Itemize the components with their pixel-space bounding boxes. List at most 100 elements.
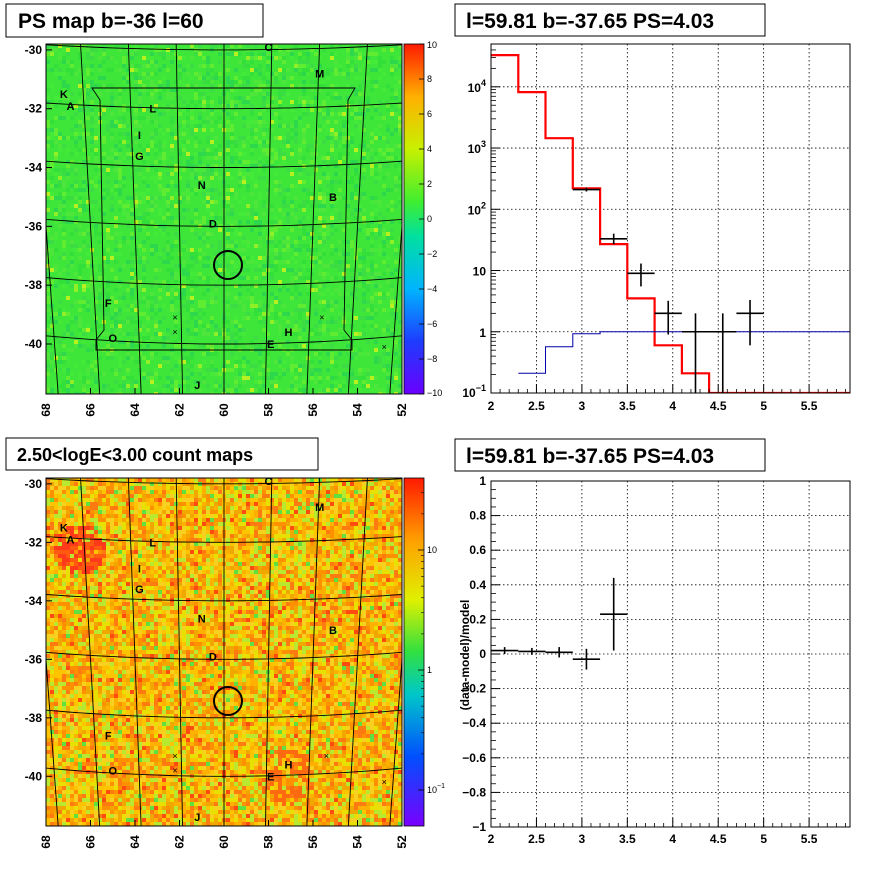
map-pixel xyxy=(226,168,230,172)
map-pixel xyxy=(98,478,102,482)
map-pixel xyxy=(206,264,210,268)
map-pixel xyxy=(382,502,386,506)
map-pixel xyxy=(78,48,82,52)
map-pixel xyxy=(182,490,186,494)
map-pixel xyxy=(46,148,50,152)
map-pixel xyxy=(194,172,198,176)
map-pixel xyxy=(90,518,94,522)
map-pixel xyxy=(134,502,138,506)
map-pixel xyxy=(338,96,342,100)
map-pixel xyxy=(370,328,374,332)
map-pixel xyxy=(198,300,202,304)
map-pixel xyxy=(178,518,182,522)
map-pixel xyxy=(306,68,310,72)
map-pixel xyxy=(270,128,274,132)
map-pixel xyxy=(218,498,222,502)
map-pixel xyxy=(334,160,338,164)
map-pixel xyxy=(394,184,398,188)
map-pixel xyxy=(334,144,338,148)
map-pixel xyxy=(266,56,270,60)
map-pixel xyxy=(134,112,138,116)
map-pixel xyxy=(166,68,170,72)
map-pixel xyxy=(342,276,346,280)
map-pixel xyxy=(370,514,374,518)
map-pixel xyxy=(298,152,302,156)
map-pixel xyxy=(146,514,150,518)
map-pixel xyxy=(126,510,130,514)
map-pixel xyxy=(330,360,334,364)
map-pixel xyxy=(306,502,310,506)
map-pixel xyxy=(374,108,378,112)
map-pixel xyxy=(378,56,382,60)
map-pixel xyxy=(74,526,78,530)
map-pixel xyxy=(186,376,190,380)
map-pixel xyxy=(158,252,162,256)
map-pixel xyxy=(202,304,206,308)
map-pixel xyxy=(146,236,150,240)
map-pixel xyxy=(378,200,382,204)
map-pixel xyxy=(258,88,262,92)
map-pixel xyxy=(166,208,170,212)
map-pixel xyxy=(154,248,158,252)
map-pixel xyxy=(154,72,158,76)
map-pixel xyxy=(78,68,82,72)
map-pixel xyxy=(170,478,174,482)
map-pixel xyxy=(390,188,394,192)
map-pixel xyxy=(278,478,282,482)
map-pixel xyxy=(102,332,106,336)
map-pixel xyxy=(306,284,310,288)
map-pixel xyxy=(90,344,94,348)
map-pixel xyxy=(350,292,354,296)
map-pixel xyxy=(266,80,270,84)
map-pixel xyxy=(58,132,62,136)
map-pixel xyxy=(114,240,118,244)
map-pixel xyxy=(62,482,66,486)
map-pixel xyxy=(330,332,334,336)
map-pixel xyxy=(302,530,306,534)
map-pixel xyxy=(334,352,338,356)
map-pixel xyxy=(250,52,254,56)
map-pixel xyxy=(338,292,342,296)
map-pixel xyxy=(182,530,186,534)
map-pixel xyxy=(102,372,106,376)
map-pixel xyxy=(78,308,82,312)
meridian-line xyxy=(175,44,183,394)
map-pixel xyxy=(130,292,134,296)
map-pixel xyxy=(142,530,146,534)
map-pixel xyxy=(162,522,166,526)
map-pixel xyxy=(186,360,190,364)
map-pixel xyxy=(194,332,198,336)
map-pixel xyxy=(398,502,402,506)
map-pixel xyxy=(106,296,110,300)
map-pixel xyxy=(170,518,174,522)
map-pixel xyxy=(226,506,230,510)
map-pixel xyxy=(166,232,170,236)
map-pixel xyxy=(66,48,70,52)
map-pixel xyxy=(286,388,290,392)
map-pixel xyxy=(214,530,218,534)
map-pixel xyxy=(78,196,82,200)
map-pixel xyxy=(110,506,114,510)
map-pixel xyxy=(294,494,298,498)
map-pixel xyxy=(102,228,106,232)
map-pixel xyxy=(114,120,118,124)
map-pixel xyxy=(294,498,298,502)
map-pixel xyxy=(138,510,142,514)
map-pixel xyxy=(362,506,366,510)
map-pixel xyxy=(262,328,266,332)
map-pixel xyxy=(230,510,234,514)
map-pixel xyxy=(262,368,266,372)
map-pixel xyxy=(114,44,118,48)
map-pixel xyxy=(358,212,362,216)
map-pixel xyxy=(214,276,218,280)
map-pixel xyxy=(370,280,374,284)
map-pixel xyxy=(242,100,246,104)
map-pixel xyxy=(226,148,230,152)
map-pixel xyxy=(250,208,254,212)
map-pixel xyxy=(318,176,322,180)
map-pixel xyxy=(206,148,210,152)
map-pixel xyxy=(170,60,174,64)
map-pixel xyxy=(242,116,246,120)
map-pixel xyxy=(78,92,82,96)
map-pixel xyxy=(102,530,106,534)
